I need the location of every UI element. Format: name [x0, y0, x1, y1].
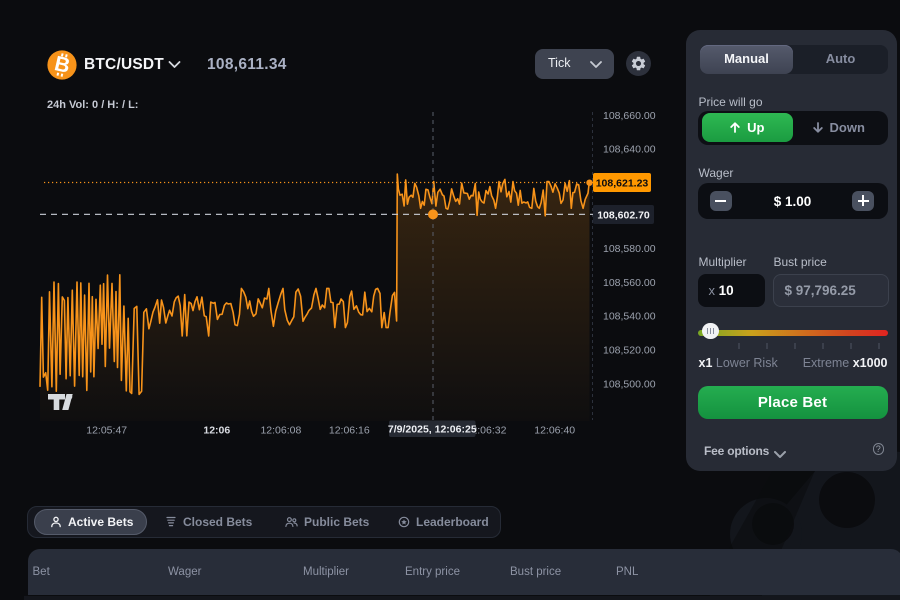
svg-text:12:06: 12:06 [203, 425, 230, 437]
svg-text:108,540.00: 108,540.00 [603, 311, 656, 323]
svg-text:108,500.00: 108,500.00 [603, 379, 656, 391]
svg-text:108,580.00: 108,580.00 [603, 243, 656, 255]
svg-text:108,660.00: 108,660.00 [603, 110, 656, 122]
svg-text:108,520.00: 108,520.00 [603, 345, 656, 357]
svg-text:12:05:47: 12:05:47 [86, 425, 127, 437]
svg-text:12:06:32: 12:06:32 [466, 425, 507, 437]
svg-text:12:06:08: 12:06:08 [260, 425, 301, 437]
svg-text:7/9/2025, 12:06:25: 7/9/2025, 12:06:25 [388, 423, 477, 435]
svg-text:108,640.00: 108,640.00 [603, 144, 656, 156]
svg-text:12:06:40: 12:06:40 [534, 425, 575, 437]
svg-text:108,621.23: 108,621.23 [596, 177, 649, 189]
svg-text:108,560.00: 108,560.00 [603, 277, 656, 289]
svg-text:108,602.70: 108,602.70 [597, 209, 650, 221]
svg-text:B: B [52, 52, 72, 78]
svg-text:12:06:16: 12:06:16 [329, 425, 370, 437]
